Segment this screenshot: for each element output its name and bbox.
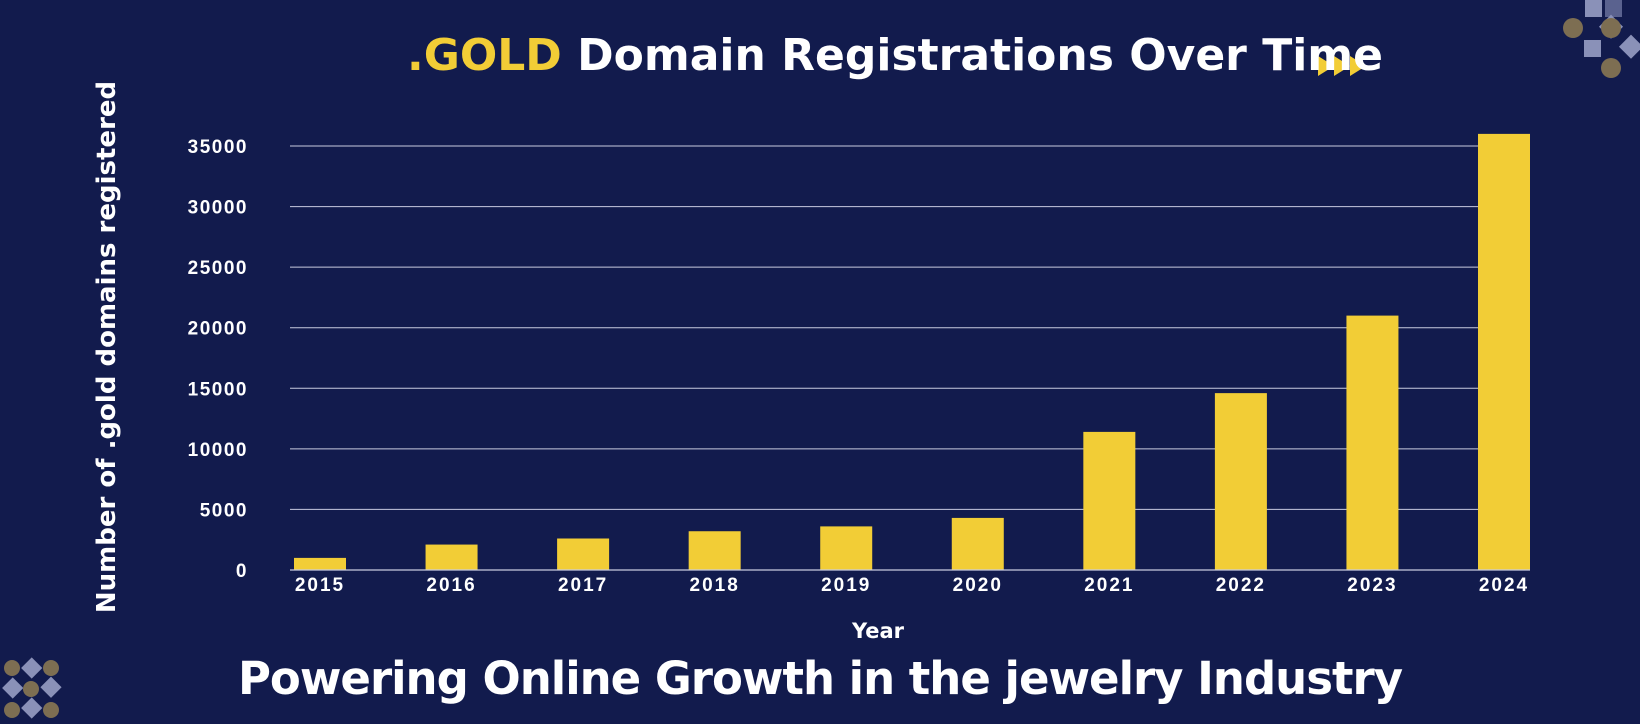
triple-play-arrows-icon — [1318, 56, 1366, 76]
bar-2019 — [820, 526, 873, 570]
bar-2018 — [688, 531, 741, 570]
x-tick-label: 2022 — [1216, 575, 1266, 596]
corner-pattern-top-right — [1563, 0, 1640, 78]
pattern-diamond — [1618, 34, 1640, 59]
pattern-dot — [4, 660, 20, 676]
y-tick-label: 5000 — [200, 500, 248, 521]
corner-pattern-bottom-left — [2, 657, 62, 719]
y-tick-label: 35000 — [188, 137, 248, 158]
bar-2024 — [1478, 133, 1530, 570]
pattern-dot — [43, 660, 59, 676]
footer-tagline: Powering Online Growth in the jewelry In… — [237, 652, 1403, 705]
x-tick-label: 2019 — [821, 575, 871, 596]
y-tick-label: 25000 — [188, 258, 248, 279]
y-tick-label: 30000 — [188, 198, 248, 219]
pattern-dot — [1601, 58, 1621, 78]
pattern-dot — [4, 702, 20, 718]
bar-2016 — [425, 544, 478, 570]
x-axis-title: Year — [851, 619, 905, 643]
chart-title: .GOLD Domain Registrations Over Time — [0, 30, 1640, 81]
y-axis-ticks: 0 5000 10000 15000 20000 25000 30000 35000 — [188, 137, 248, 582]
bar-2015 — [294, 557, 346, 570]
pattern-dot — [1601, 18, 1621, 38]
y-axis-title: Number of .gold domains registered — [92, 81, 122, 613]
bar-2020 — [951, 517, 1004, 570]
x-tick-label: 2021 — [1084, 575, 1134, 596]
pattern-square — [1585, 0, 1602, 17]
y-tick-label: 15000 — [188, 379, 248, 400]
pattern-dot — [43, 702, 59, 718]
x-tick-label: 2017 — [558, 575, 608, 596]
bars — [294, 133, 1530, 570]
y-tick-label: 0 — [236, 561, 248, 582]
bar-2021 — [1083, 431, 1136, 570]
x-tick-label: 2024 — [1479, 575, 1529, 596]
pattern-diamond — [21, 657, 43, 679]
title-rest: Domain Registrations Over Time — [577, 30, 1383, 81]
gridlines — [290, 145, 1530, 510]
x-tick-label: 2023 — [1347, 575, 1397, 596]
bar-2017 — [557, 538, 610, 570]
x-tick-label: 2015 — [295, 575, 345, 596]
bar-2022 — [1214, 393, 1267, 570]
y-tick-label: 20000 — [188, 319, 248, 340]
x-tick-label: 2020 — [953, 575, 1003, 596]
bar-2023 — [1346, 315, 1399, 570]
title-accent: .GOLD — [407, 30, 562, 81]
pattern-diamond — [21, 697, 43, 719]
x-tick-label: 2018 — [690, 575, 740, 596]
pattern-square — [1605, 0, 1622, 17]
y-tick-label: 10000 — [188, 440, 248, 461]
x-axis-ticks: 2015 2016 2017 2018 2019 2020 2021 2022 2023 2024 — [295, 575, 1529, 596]
pattern-square — [1584, 40, 1601, 57]
x-tick-label: 2016 — [426, 575, 476, 596]
pattern-dot — [1563, 18, 1583, 38]
pattern-dot — [23, 681, 39, 697]
pattern-diamond — [2, 677, 24, 699]
